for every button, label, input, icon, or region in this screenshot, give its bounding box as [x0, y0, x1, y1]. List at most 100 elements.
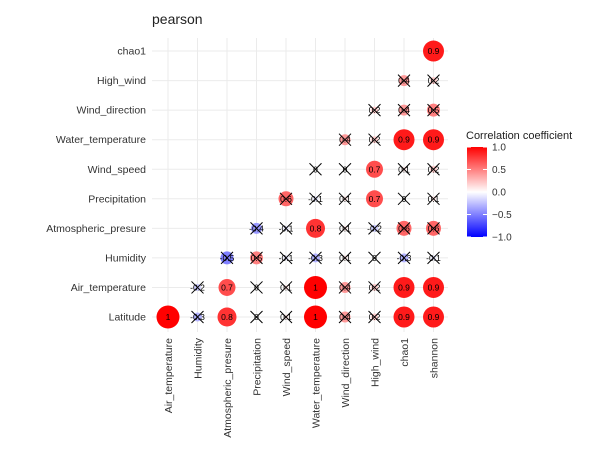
insignificant-cross-line [279, 192, 293, 206]
insignificant-cross-line [368, 251, 381, 265]
insignificant-cross-line [279, 251, 293, 265]
correlation-cell: 0 [250, 310, 263, 324]
insignificant-cross-line [427, 74, 440, 87]
x-tick-label: Air_temperature [163, 338, 175, 413]
insignificant-cross-line [397, 192, 411, 206]
correlation-cell: 0.9 [423, 129, 444, 151]
insignificant-cross-line [309, 251, 322, 265]
correlation-circle [217, 307, 237, 327]
insignificant-cross-line [368, 221, 381, 235]
insignificant-cross-line [397, 103, 411, 117]
insignificant-cross-line [427, 162, 440, 176]
correlation-cell: 0.2 [427, 162, 440, 176]
correlation-cell: 0.8 [217, 307, 237, 327]
correlation-cell: 0.4 [338, 310, 352, 324]
insignificant-cross-line [397, 74, 411, 87]
correlation-cell: 0 [309, 162, 322, 176]
correlation-cell: 0 [338, 162, 352, 176]
correlation-cell: 0.7 [366, 160, 383, 178]
correlation-cell: -0.4 [249, 221, 264, 235]
correlation-cell: 0.8 [306, 218, 325, 238]
insignificant-cross-line [309, 192, 322, 206]
insignificant-cross-line [338, 162, 352, 176]
correlation-cell: 0.4 [338, 281, 352, 294]
correlation-cell: -0.3 [397, 251, 412, 265]
insignificant-cross-line [427, 103, 440, 117]
correlation-circle [393, 129, 415, 151]
correlation-cell: 0.9 [423, 306, 444, 328]
correlation-cells: 1 -0.3 0.8 0 0.1 1 0.4 0.2 0.9 0.9 -0.2 0.7 0 0.1 1 0.4… [156, 40, 444, 329]
correlation-circle [304, 305, 327, 329]
correlation-cell: -0.2 [367, 221, 382, 235]
insignificant-cross-line [368, 133, 381, 147]
insignificant-cross-line [250, 281, 263, 294]
correlation-circle [393, 276, 415, 298]
insignificant-cross-line [338, 133, 352, 147]
y-tick-label: Humidity [105, 252, 147, 264]
correlation-label: 0.9 [428, 46, 440, 56]
correlation-cell: 0.7 [218, 278, 236, 296]
insignificant-cross-line [338, 192, 352, 206]
correlation-label: 0.8 [221, 312, 233, 322]
correlation-cell: -0.1 [279, 251, 294, 265]
correlation-circle [393, 306, 415, 328]
correlation-cell: 0.6 [396, 220, 412, 236]
correlation-cell: 0 [250, 281, 263, 294]
correlation-cell: 1 [156, 305, 180, 329]
legend-tick-label: 0.5 [492, 165, 506, 176]
legend: Correlation coefficient 1.0 0.5 0.0 −0.5 −1.… [466, 130, 572, 244]
correlation-label: 0.9 [428, 312, 440, 322]
correlation-cell: 0.2 [368, 103, 381, 117]
correlation-cell: -0.5 [220, 251, 235, 265]
y-tick-label: Latitude [109, 312, 147, 324]
correlation-cell: 1 [304, 275, 327, 299]
correlation-cell: -0.2 [190, 281, 205, 294]
correlation-cell: 0.1 [279, 281, 293, 294]
y-tick-label: chao1 [117, 46, 146, 58]
y-tick-label: Air_temperature [71, 282, 146, 294]
y-tick-label: High_wind [97, 75, 146, 87]
insignificant-cross-line [397, 162, 411, 176]
insignificant-cross-line [250, 310, 263, 324]
insignificant-cross-line [250, 251, 263, 265]
correlation-cell: 0.1 [397, 162, 411, 176]
correlation-cell: 0.5 [250, 251, 263, 265]
correlation-cell: 0.2 [368, 281, 381, 294]
correlation-label: 0.8 [310, 223, 322, 233]
insignificant-cross-line [427, 192, 440, 206]
correlation-label: 0.9 [428, 135, 440, 145]
correlation-cell: 0.5 [427, 103, 440, 117]
insignificant-cross-line [279, 281, 293, 294]
insignificant-cross-line [309, 162, 322, 176]
correlation-cell: 0.9 [393, 276, 415, 298]
correlation-cell: 1 [304, 305, 327, 329]
correlation-cell: 0 [368, 251, 381, 265]
correlation-circle [423, 306, 444, 328]
x-tick-label: shannon [429, 338, 441, 378]
correlation-cell: 0.2 [368, 310, 381, 324]
correlation-cell: 0.9 [423, 276, 444, 298]
correlation-cell: -0.3 [190, 310, 205, 324]
correlation-circle [304, 275, 327, 299]
correlation-label: 0.9 [398, 282, 410, 292]
correlation-cell: 0.9 [393, 306, 415, 328]
y-axis-labels: Latitude Air_temperature Humidity Atmospher… [46, 46, 147, 324]
correlation-cell: 0 [397, 192, 411, 206]
correlation-cell: 0.4 [338, 133, 352, 147]
correlation-circle [366, 160, 383, 178]
correlation-circle [306, 218, 325, 238]
x-tick-label: Humidity [193, 337, 205, 379]
correlation-cell: 0.6 [426, 220, 441, 236]
y-tick-label: Water_temperature [56, 134, 146, 146]
correlation-label: 0.7 [369, 194, 381, 204]
correlation-cell: 0.1 [427, 192, 440, 206]
insignificant-cross-line [427, 251, 440, 265]
insignificant-cross-line [220, 251, 234, 265]
x-axis-labels: Air_temperature Humidity Atmospheric_presu… [163, 337, 441, 438]
y-tick-label: Wind_direction [77, 105, 147, 117]
correlation-cell: 0.2 [368, 133, 381, 147]
insignificant-cross-line [368, 310, 381, 324]
insignificant-cross-line [368, 103, 381, 117]
correlation-circle [366, 190, 383, 208]
x-tick-label: Wind_direction [340, 338, 352, 408]
